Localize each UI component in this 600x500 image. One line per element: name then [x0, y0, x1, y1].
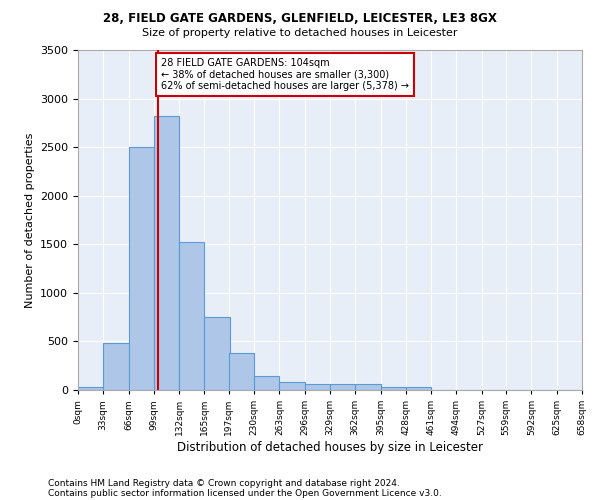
Text: Contains HM Land Registry data © Crown copyright and database right 2024.: Contains HM Land Registry data © Crown c…: [48, 478, 400, 488]
Text: 28, FIELD GATE GARDENS, GLENFIELD, LEICESTER, LE3 8GX: 28, FIELD GATE GARDENS, GLENFIELD, LEICE…: [103, 12, 497, 26]
Bar: [154, 116, 179, 390]
Y-axis label: Number of detached properties: Number of detached properties: [25, 132, 35, 308]
Bar: [78, 387, 103, 390]
Bar: [128, 147, 154, 390]
Bar: [330, 384, 355, 390]
Bar: [229, 353, 254, 390]
Bar: [380, 387, 406, 390]
Bar: [103, 344, 128, 390]
Text: Contains public sector information licensed under the Open Government Licence v3: Contains public sector information licen…: [48, 488, 442, 498]
Bar: [205, 317, 230, 390]
Bar: [406, 387, 431, 390]
Bar: [280, 382, 305, 390]
X-axis label: Distribution of detached houses by size in Leicester: Distribution of detached houses by size …: [177, 441, 483, 454]
Text: Size of property relative to detached houses in Leicester: Size of property relative to detached ho…: [142, 28, 458, 38]
Bar: [305, 384, 330, 390]
Text: 28 FIELD GATE GARDENS: 104sqm
← 38% of detached houses are smaller (3,300)
62% o: 28 FIELD GATE GARDENS: 104sqm ← 38% of d…: [161, 58, 409, 91]
Bar: [355, 384, 380, 390]
Bar: [254, 376, 280, 390]
Bar: [179, 242, 205, 390]
